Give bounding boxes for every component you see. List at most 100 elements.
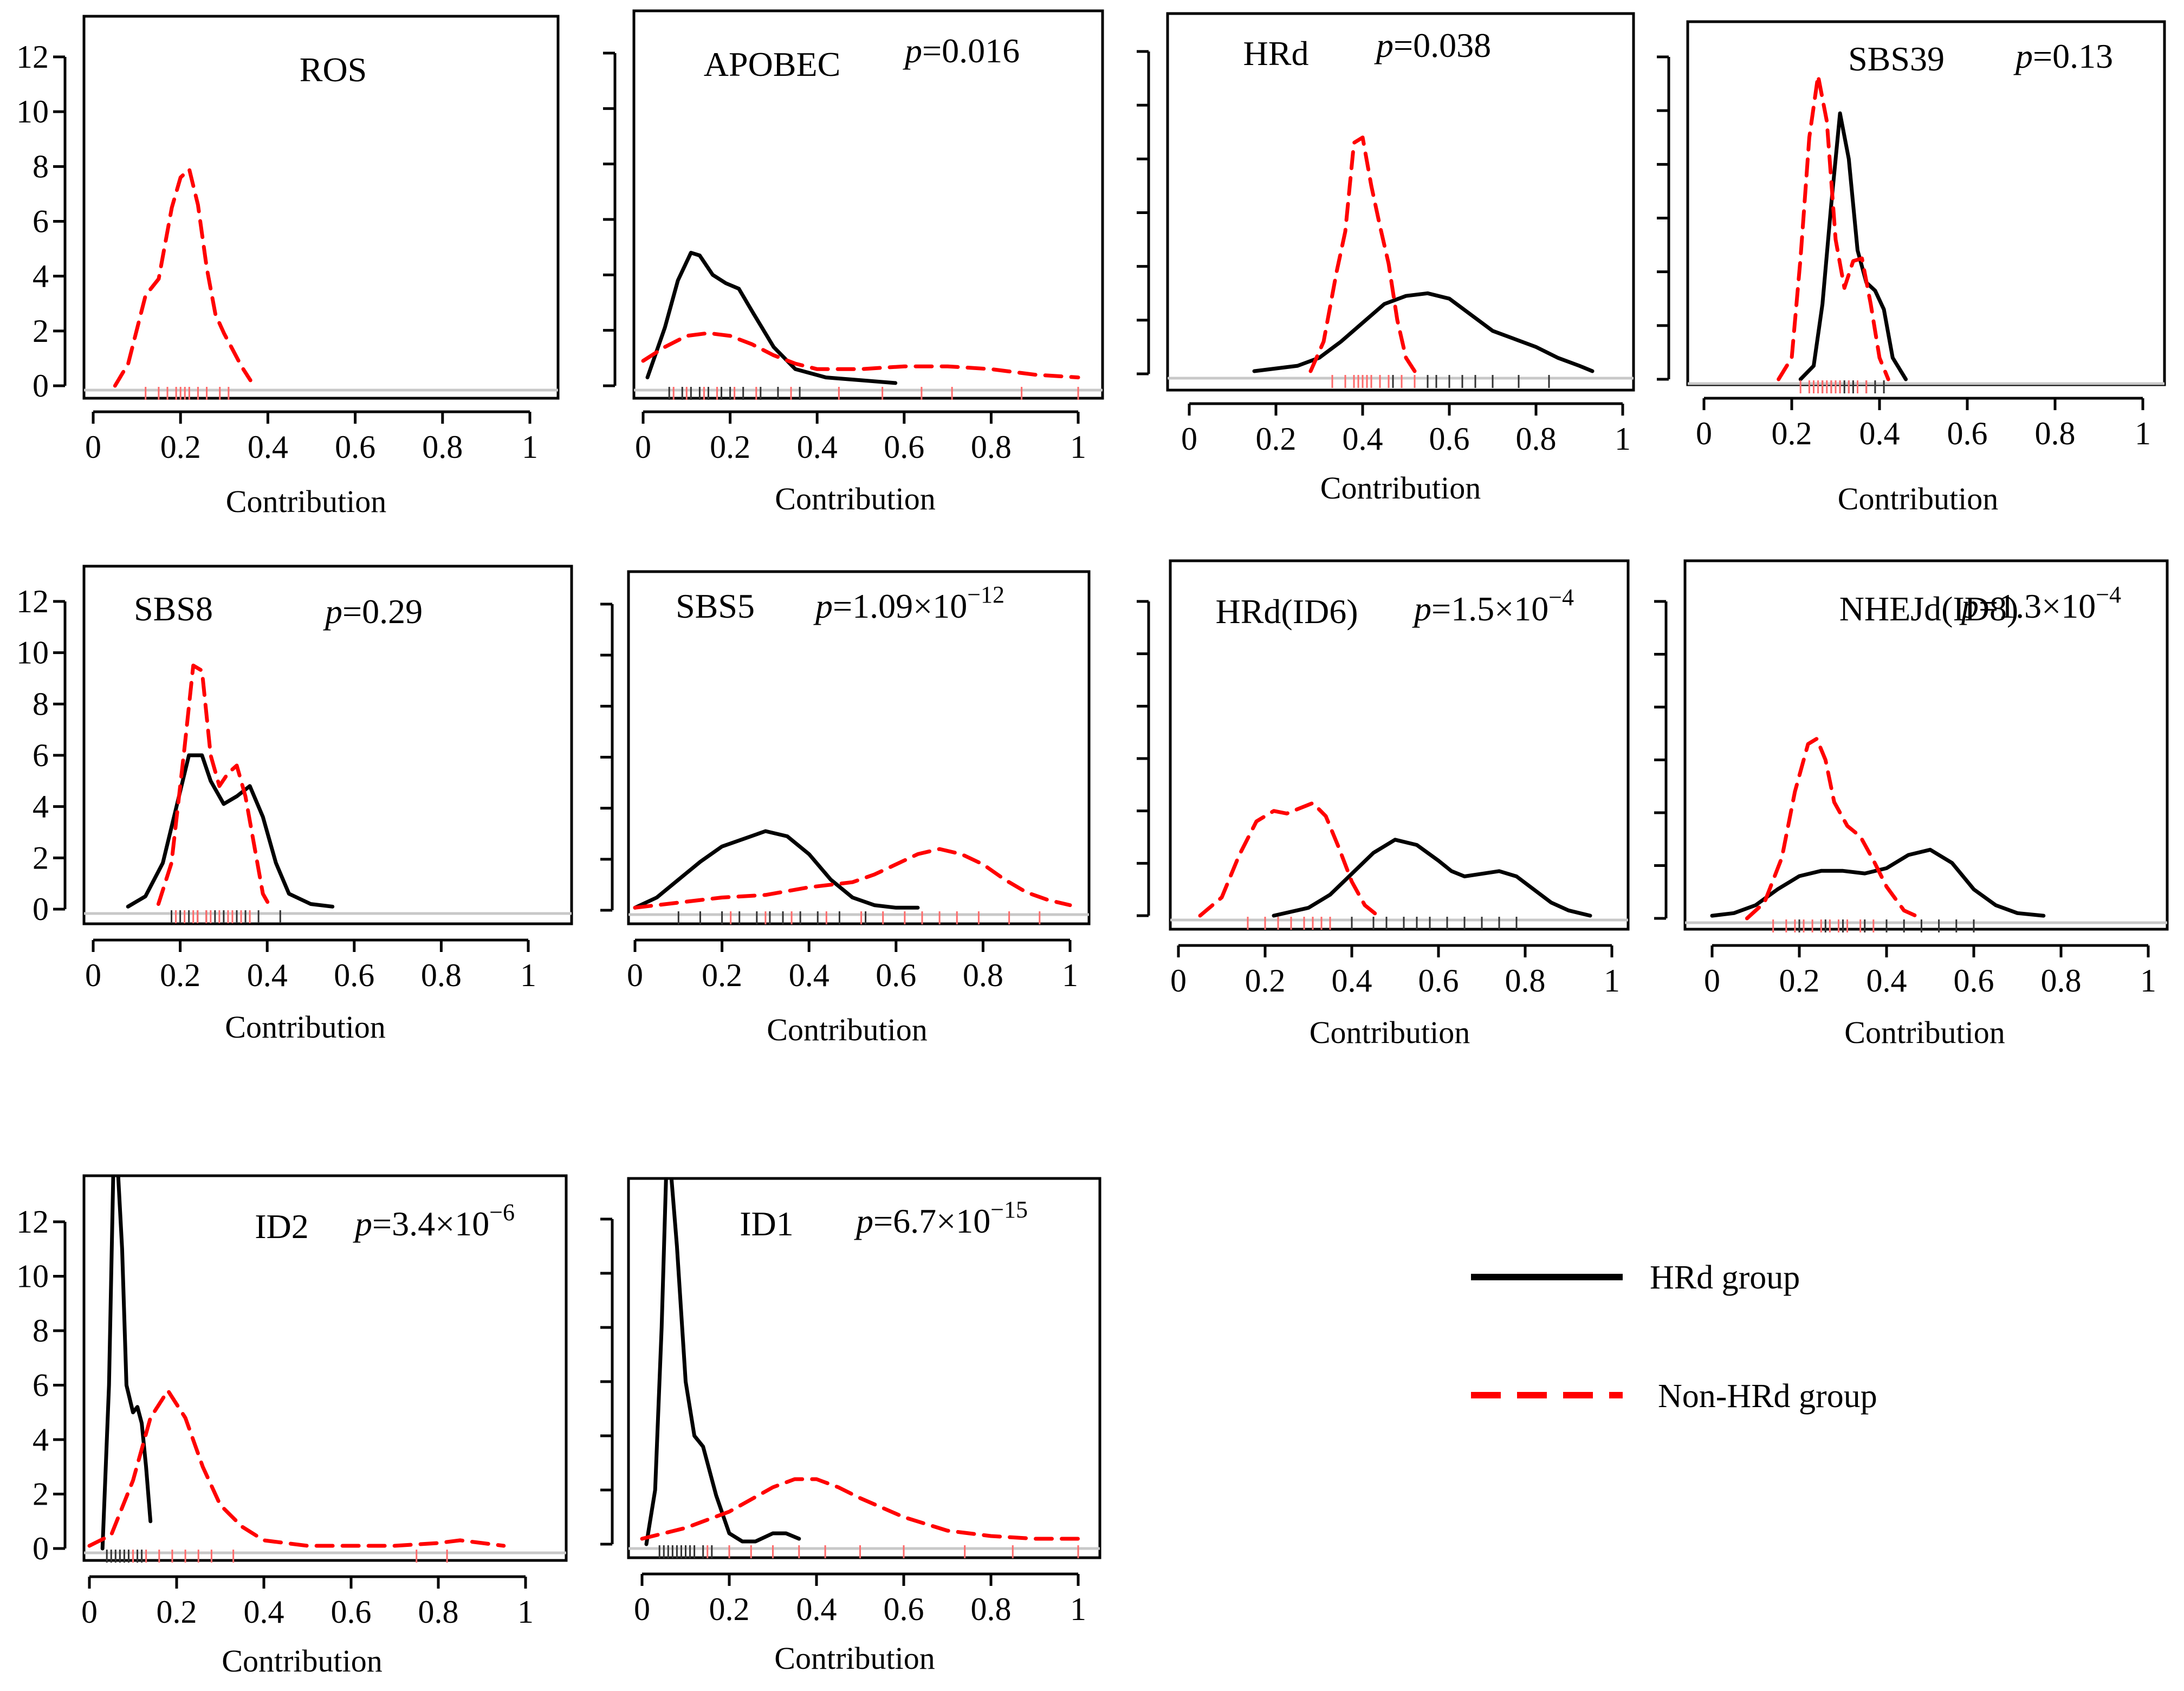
x-tick-label: 0 bbox=[1170, 963, 1187, 999]
plot-frame bbox=[82, 15, 560, 400]
p-value-mantissa: =6.7×10 bbox=[873, 1202, 990, 1240]
x-tick-label: 1 bbox=[1615, 421, 1631, 457]
panel-title: ID2 bbox=[255, 1207, 309, 1246]
x-tick-label: 0.4 bbox=[789, 957, 829, 993]
x-tick-label: 1 bbox=[522, 429, 538, 465]
x-tick-label: 0.6 bbox=[335, 429, 375, 465]
x-tick-label: 0.6 bbox=[1954, 963, 1994, 999]
x-tick-label: 0.2 bbox=[157, 1594, 197, 1630]
y-tick-label: 10 bbox=[16, 635, 49, 671]
density-curve-non-hrd-group bbox=[1745, 737, 1923, 921]
p-value: p=6.7×10−15 bbox=[854, 1196, 1028, 1240]
density-curve-hrd-group bbox=[1272, 838, 1592, 918]
x-tick-label: 0.2 bbox=[1779, 963, 1820, 999]
x-tick-label: 0.8 bbox=[418, 1594, 459, 1630]
x-tick-label: 0.4 bbox=[244, 1594, 284, 1630]
density-curve-hrd-group bbox=[645, 250, 898, 385]
y-tick-label: 12 bbox=[16, 39, 49, 75]
panel-title: NHEJd(ID8) bbox=[1839, 589, 2019, 628]
x-tick-label: 0.4 bbox=[1343, 421, 1383, 457]
x-tick-label: 0 bbox=[634, 1591, 650, 1627]
x-tick-label: 0 bbox=[635, 429, 651, 465]
x-tick-label: 1 bbox=[1070, 1591, 1086, 1627]
panel-hrd-id6-: 0 0.2 0.4 0.6 0.8 1 Contribution HRd(ID6) p=1.5×… bbox=[1137, 559, 1630, 1050]
y-tick-label: 12 bbox=[16, 1204, 49, 1240]
p-value-symbol: p bbox=[1412, 589, 1431, 628]
plot-frame bbox=[632, 9, 1104, 400]
panel-sbs39: 0 0.2 0.4 0.6 0.8 1 Contribution SBS39 p=0.13 bbox=[1657, 20, 2166, 516]
p-value-mantissa: =1.5×10 bbox=[1431, 589, 1548, 628]
density-curve-non-hrd-group bbox=[641, 331, 1080, 380]
x-tick-label: 0 bbox=[1181, 421, 1197, 457]
panel-id1: 0 0.2 0.4 0.6 0.8 1 Contribution ID1 p=6.7×10−15 bbox=[600, 1177, 1101, 1676]
x-tick-label: 0.8 bbox=[1516, 421, 1557, 457]
panel-title: HRd bbox=[1243, 34, 1309, 73]
x-tick-label: 0.2 bbox=[710, 429, 750, 465]
panel-apobec: 0 0.2 0.4 0.6 0.8 1 Contribution APOBEC p=0.016 bbox=[603, 9, 1104, 516]
panel-title: ROS bbox=[300, 50, 367, 89]
x-tick-label: 0.2 bbox=[1772, 416, 1812, 451]
p-value-mantissa: =1.09×10 bbox=[833, 587, 967, 625]
x-tick-label: 0 bbox=[1696, 416, 1712, 451]
panel-hrd: 0 0.2 0.4 0.6 0.8 1 Contribution HRd p=0.038 bbox=[1137, 12, 1635, 506]
p-value-exponent: −6 bbox=[489, 1199, 515, 1226]
x-tick-label: 0.6 bbox=[331, 1594, 372, 1630]
p-value-symbol: p bbox=[1959, 587, 1979, 625]
p-value-text: =0.29 bbox=[342, 592, 423, 631]
panel-ros: 0 2 4 6 8 10 12 0 0.2 0.4 0.6 0.8 1 Contribution ROS bbox=[16, 15, 560, 519]
x-tick-label: 0.8 bbox=[2041, 963, 2082, 999]
density-curve-non-hrd-group bbox=[113, 167, 252, 388]
p-value-exponent: −4 bbox=[2096, 581, 2121, 608]
y-tick-label: 8 bbox=[33, 686, 49, 722]
x-tick-label: 1 bbox=[520, 957, 536, 993]
panel-title: SBS5 bbox=[676, 587, 755, 625]
x-tick-label: 0.2 bbox=[160, 957, 200, 993]
y-tick-label: 6 bbox=[33, 204, 49, 239]
x-tick-label: 0.8 bbox=[421, 957, 462, 993]
y-tick-label: 0 bbox=[33, 368, 49, 404]
legend-label-nonhrd: Non-HRd group bbox=[1658, 1378, 1877, 1415]
x-tick-label: 0.4 bbox=[796, 1591, 837, 1627]
plot-frame bbox=[1169, 559, 1630, 931]
p-value-symbol: p bbox=[813, 587, 833, 625]
x-axis-label: Contribution bbox=[1844, 1015, 2005, 1050]
p-value-symbol: p bbox=[1374, 26, 1394, 64]
p-value-exponent: −4 bbox=[1548, 584, 1574, 611]
plot-frame bbox=[627, 1177, 1101, 1559]
density-curve-hrd-group bbox=[100, 1176, 153, 1551]
density-curve-hrd-group bbox=[1798, 111, 1908, 381]
x-tick-label: 0.2 bbox=[1256, 421, 1297, 457]
density-curve-hrd-group bbox=[126, 753, 335, 909]
x-tick-label: 0.4 bbox=[1859, 416, 1900, 451]
x-tick-label: 0.4 bbox=[797, 429, 838, 465]
x-tick-label: 1 bbox=[1070, 429, 1086, 465]
p-value-symbol: p bbox=[854, 1202, 873, 1240]
legend-label-hrd: HRd group bbox=[1650, 1259, 1800, 1296]
plot-frame bbox=[1683, 559, 2169, 931]
panel-title: HRd(ID6) bbox=[1215, 592, 1358, 631]
y-tick-label: 2 bbox=[33, 313, 49, 349]
p-value: p=0.13 bbox=[2013, 37, 2113, 75]
x-tick-label: 0.2 bbox=[709, 1591, 750, 1627]
p-value: p=1.09×10−12 bbox=[813, 581, 1004, 625]
y-tick-label: 0 bbox=[33, 891, 49, 927]
panel-title: ID1 bbox=[740, 1204, 794, 1243]
plot-frame bbox=[627, 570, 1091, 925]
panel-title: SBS39 bbox=[1848, 40, 1945, 78]
x-tick-label: 0 bbox=[627, 957, 643, 993]
x-tick-label: 0.8 bbox=[1505, 963, 1546, 999]
x-axis-label: Contribution bbox=[775, 481, 935, 516]
density-curve-non-hrd-group bbox=[1777, 74, 1890, 381]
y-tick-label: 8 bbox=[33, 1313, 49, 1349]
p-value-text: =0.13 bbox=[2033, 37, 2113, 75]
x-tick-label: 0.4 bbox=[1867, 963, 1907, 999]
density-curve-hrd-group bbox=[644, 1178, 801, 1546]
p-value-exponent: −12 bbox=[967, 581, 1004, 608]
x-tick-label: 0.6 bbox=[1429, 421, 1470, 457]
panel-title: APOBEC bbox=[704, 45, 841, 83]
x-tick-label: 0.8 bbox=[2035, 416, 2076, 451]
x-tick-label: 0.6 bbox=[334, 957, 374, 993]
density-curve-non-hrd-group bbox=[87, 1389, 506, 1548]
